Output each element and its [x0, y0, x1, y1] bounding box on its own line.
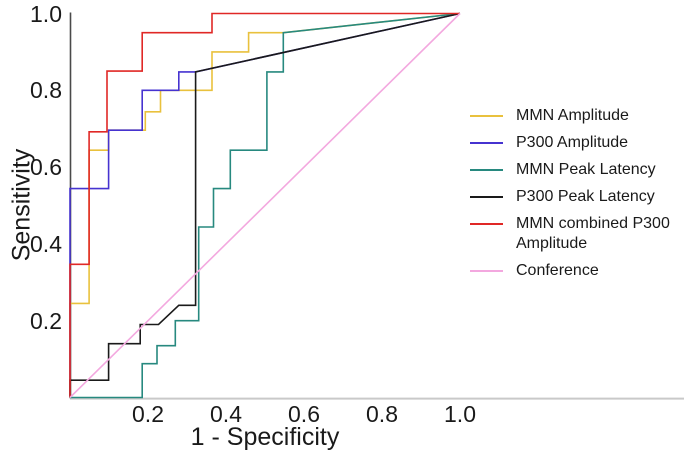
y-tick-label: 0.8: [30, 77, 62, 104]
legend-line-swatch: [470, 115, 503, 117]
legend-label: P300 Peak Latency: [516, 188, 655, 205]
legend: MMN Amplitude P300 Amplitude MMN Peak Late…: [470, 106, 685, 288]
legend-label: MMN combined P300 Amplitude: [516, 215, 670, 252]
x-axis-title: 1 - Specificity: [190, 423, 340, 451]
legend-item: MMN Peak Latency: [470, 160, 685, 180]
series-curve-2: [70, 12, 461, 399]
legend-line-swatch: [470, 270, 503, 272]
legend-item: Conference: [470, 261, 685, 281]
x-tick-label: 1.0: [444, 401, 476, 427]
legend-line-swatch: [470, 142, 503, 144]
legend-line-swatch: [470, 196, 503, 198]
x-tick-label: 0.6: [288, 401, 320, 427]
legend-item: MMN Amplitude: [470, 106, 685, 126]
x-tick-label: 0.4: [210, 401, 242, 427]
series-curve-3: [69, 12, 461, 398]
legend-item: P300 Peak Latency: [470, 187, 685, 207]
legend-item: MMN combined P300 Amplitude: [470, 214, 685, 254]
x-tick-label: 0.2: [132, 401, 164, 427]
legend-line-swatch: [470, 223, 503, 225]
series-curve-5: [69, 12, 461, 399]
legend-label: MMN Amplitude: [516, 107, 629, 124]
legend-label: P300 Amplitude: [516, 134, 629, 151]
y-tick-label: 0.6: [30, 154, 62, 181]
legend-label: MMN Peak Latency: [516, 161, 656, 178]
y-tick-label: 0.2: [30, 307, 62, 334]
legend-item: P300 Amplitude: [470, 133, 685, 153]
x-tick-label: 0.8: [366, 401, 398, 427]
series-curve-4: [69, 12, 460, 398]
legend-label: Conference: [516, 262, 599, 279]
legend-line-swatch: [470, 169, 503, 171]
y-tick-label: 0.4: [30, 230, 62, 257]
y-tick-label: 1.0: [30, 0, 62, 27]
